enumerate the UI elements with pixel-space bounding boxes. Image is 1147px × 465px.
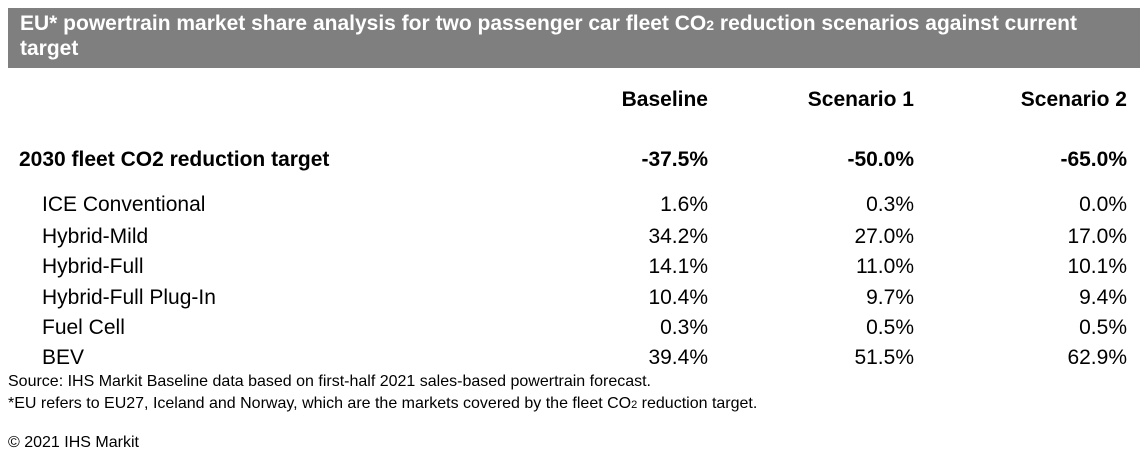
row-label: ICE Conventional <box>42 193 206 216</box>
row-label: Hybrid-Full Plug-In <box>42 286 216 309</box>
title-subscript: 2 <box>706 17 715 33</box>
target-row-value: -37.5% <box>641 148 708 171</box>
table-cell: 9.7% <box>866 286 914 309</box>
table-cell: 9.4% <box>1079 286 1127 309</box>
eu-footnote-end: reduction target. <box>637 395 758 412</box>
eu-footnote-start: *EU refers to EU27, Iceland and Norway, … <box>8 395 632 412</box>
table-cell: 14.1% <box>648 255 708 278</box>
row-label: BEV <box>42 346 85 369</box>
column-header-1: Baseline <box>621 88 708 111</box>
table-cell: 39.4% <box>648 346 708 369</box>
table-cell: 17.0% <box>1067 225 1127 248</box>
target-row-value: -50.0% <box>847 148 914 171</box>
row-label: Hybrid-Full <box>42 255 144 278</box>
table-cell: 27.0% <box>854 225 914 248</box>
copyright-note: © 2021 IHS Markit <box>8 434 139 451</box>
table-cell: 10.4% <box>648 286 708 309</box>
row-label: Hybrid-Mild <box>42 225 149 248</box>
eu-footnote: *EU refers to EU27, Iceland and Norway, … <box>8 395 757 413</box>
column-header-3: Scenario 2 <box>1020 88 1127 111</box>
title-text-end: reduction scenarios against current targ… <box>20 12 1077 60</box>
chart-title: EU* powertrain market share analysis for… <box>8 8 1140 68</box>
target-row-label: 2030 fleet CO2 reduction target <box>19 148 330 171</box>
column-header-2: Scenario 1 <box>807 88 914 111</box>
table-cell: 0.3% <box>660 316 708 339</box>
table-cell: 62.9% <box>1067 346 1127 369</box>
title-text-start: EU* powertrain market share analysis for… <box>20 12 707 35</box>
table-cell: 51.5% <box>854 346 914 369</box>
table-cell: 0.5% <box>1079 316 1127 339</box>
source-note: Source: IHS Markit Baseline data based o… <box>8 373 651 390</box>
table-cell: 0.5% <box>866 316 914 339</box>
table-cell: 0.0% <box>1079 193 1127 216</box>
eu-footnote-subscript: 2 <box>631 399 638 411</box>
table-cell: 0.3% <box>866 193 914 216</box>
table-cell: 10.1% <box>1067 255 1127 278</box>
table-cell: 34.2% <box>648 225 708 248</box>
table-cell: 1.6% <box>660 193 708 216</box>
table-cell: 11.0% <box>856 255 914 278</box>
row-label: Fuel Cell <box>42 316 125 339</box>
target-row-value: -65.0% <box>1060 148 1127 171</box>
